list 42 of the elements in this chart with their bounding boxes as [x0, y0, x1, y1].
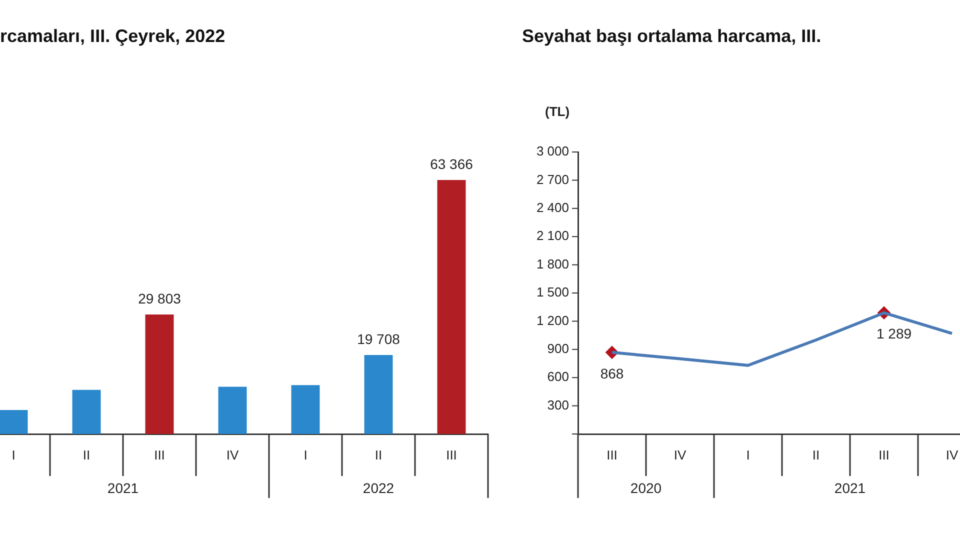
y-tick-label: 1 800 — [536, 256, 569, 272]
x-tick-label: I — [12, 447, 16, 462]
x-tick-label: III — [446, 447, 457, 462]
data-label: 1 289 — [876, 326, 912, 342]
bar — [0, 410, 28, 434]
bar — [218, 386, 247, 434]
y-tick-label: 2 100 — [536, 228, 569, 244]
x-tick-label: IV — [674, 447, 686, 462]
chart-title: Seyahat başı ortalama harcama, III. — [522, 26, 822, 47]
chart-title: rcamaları, III. Çeyrek, 2022 — [0, 26, 226, 47]
y-tick-label: 300 — [547, 397, 569, 412]
y-tick-label: 2 400 — [536, 200, 569, 215]
y-tick-label: 900 — [547, 340, 569, 356]
bar — [364, 354, 393, 434]
data-label: 29 803 — [138, 290, 182, 306]
bar — [145, 314, 174, 434]
x-tick-label: I — [746, 447, 750, 462]
data-label: 19 708 — [357, 330, 400, 347]
bar — [437, 180, 466, 434]
text: 2020 — [630, 480, 662, 496]
text: 2021 — [834, 480, 866, 496]
x-tick-label: IV — [226, 447, 239, 462]
text: 2022 — [362, 480, 394, 496]
data-label: 63 366 — [430, 156, 474, 172]
y-tick-label: 1 500 — [536, 284, 569, 300]
data-label: 868 — [600, 365, 624, 382]
bar — [72, 390, 101, 434]
y-tick-label: 600 — [547, 369, 569, 384]
y-tick-label: 1 200 — [536, 312, 569, 328]
x-tick-label: IV — [946, 447, 958, 462]
x-tick-label: II — [82, 447, 90, 462]
x-tick-label: I — [304, 447, 308, 462]
y-tick-label: 2 700 — [536, 172, 569, 187]
x-tick-label: III — [606, 447, 618, 462]
x-tick-label: II — [812, 447, 820, 462]
y-axis-title: (TL) — [545, 104, 570, 119]
x-tick-label: III — [154, 447, 165, 462]
y-tick-label: 3 000 — [536, 144, 569, 159]
x-tick-label: III — [878, 447, 890, 462]
bar — [291, 385, 320, 434]
text: 2021 — [107, 480, 139, 496]
x-tick-label: II — [374, 447, 382, 462]
